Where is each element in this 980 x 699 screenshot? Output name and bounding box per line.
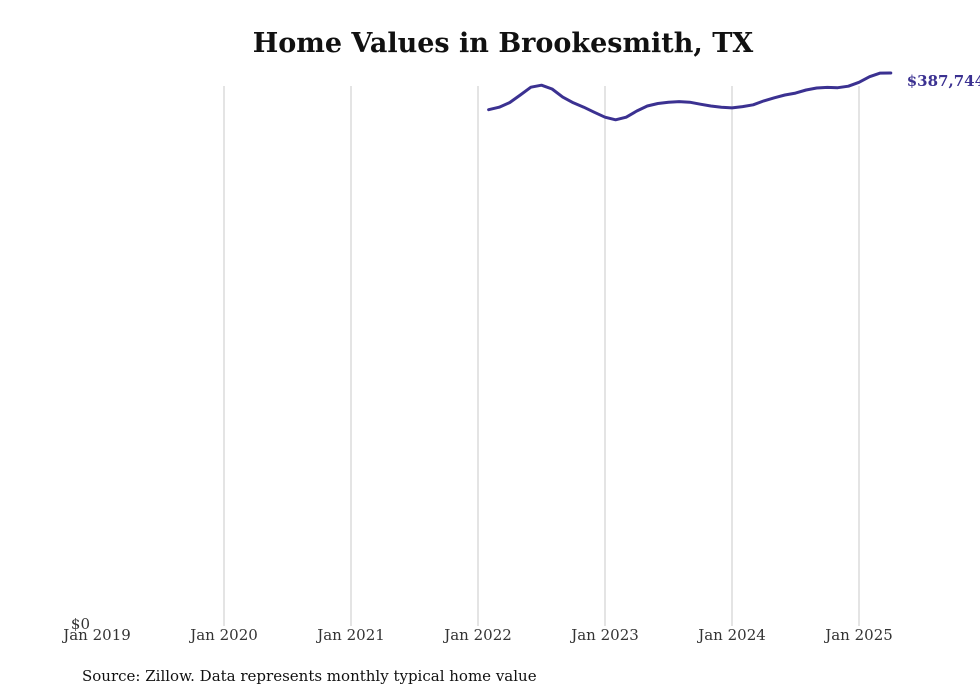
x-tick-label: Jan 2024 (696, 626, 766, 644)
series-line (487, 71, 893, 122)
y-tick-label: $0 (71, 615, 90, 633)
gridlines (223, 86, 860, 626)
x-tick-label: Jan 2019 (61, 626, 131, 644)
x-tick-label: Jan 2023 (569, 626, 639, 644)
chart-title: Home Values in Brookesmith, TX (252, 28, 754, 59)
x-tick-label: Jan 2020 (188, 626, 258, 644)
x-tick-label: Jan 2025 (823, 626, 893, 644)
y-axis: $0 (71, 615, 90, 633)
series: $387,744 (487, 71, 980, 122)
x-tick-label: Jan 2022 (442, 626, 512, 644)
end-value-label: $387,744 (907, 72, 980, 90)
x-axis: Jan 2019 Jan 2020 Jan 2021 Jan 2022 Jan 2023… (61, 626, 893, 644)
chart-source: Source: Zillow. Data represents monthly … (82, 667, 537, 685)
x-tick-label: Jan 2021 (315, 626, 385, 644)
